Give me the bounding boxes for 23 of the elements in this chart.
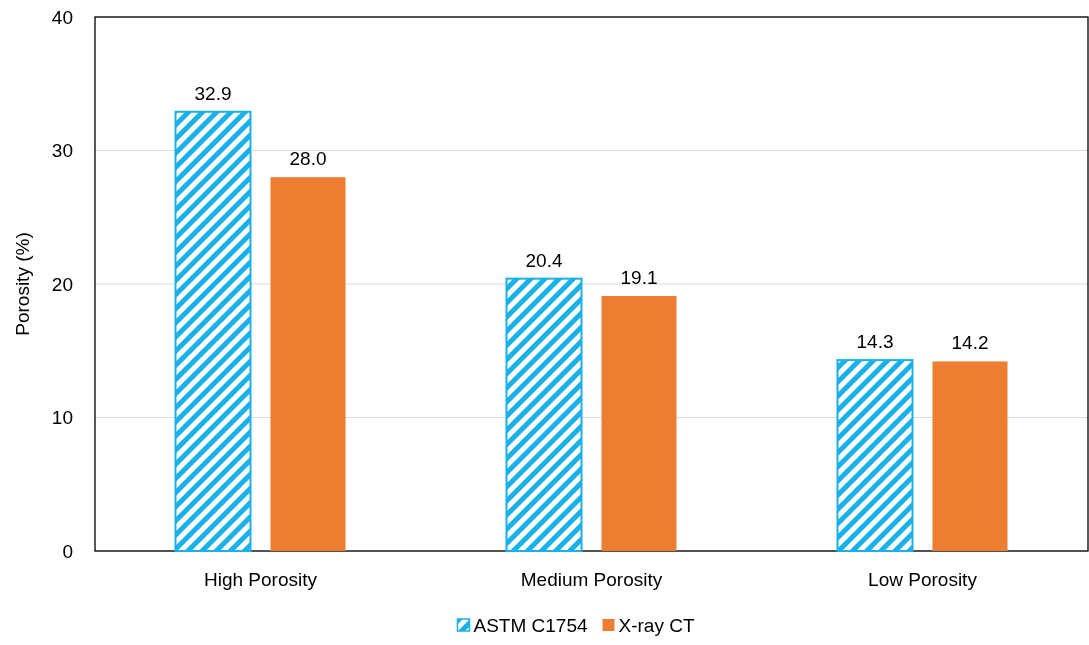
text: 32.9	[194, 82, 232, 104]
bar	[174, 110, 252, 552]
y-tick-label: 20	[51, 273, 73, 295]
y-tick-label: 10	[51, 407, 73, 429]
legend-label: X-ray CT	[618, 615, 695, 636]
bar	[601, 296, 677, 551]
text: 19.1	[620, 267, 658, 289]
y-tick-label: 30	[51, 140, 73, 162]
bar	[505, 277, 583, 552]
text: 14.2	[951, 332, 989, 354]
x-tick-label: Low Porosity	[868, 569, 978, 590]
x-tick-label: High Porosity	[204, 569, 318, 590]
text: 14.3	[856, 331, 894, 353]
y-tick-label: 0	[62, 540, 73, 562]
text: 20.4	[525, 249, 563, 271]
bar	[270, 177, 346, 551]
text: 28.0	[289, 148, 327, 170]
x-tick-label: Medium Porosity	[520, 569, 663, 590]
legend-label: ASTM C1754	[473, 615, 588, 636]
bar	[836, 359, 914, 552]
y-tick-label: 40	[51, 6, 73, 28]
y-axis-title: Porosity (%)	[12, 232, 33, 336]
bar	[932, 361, 1008, 551]
